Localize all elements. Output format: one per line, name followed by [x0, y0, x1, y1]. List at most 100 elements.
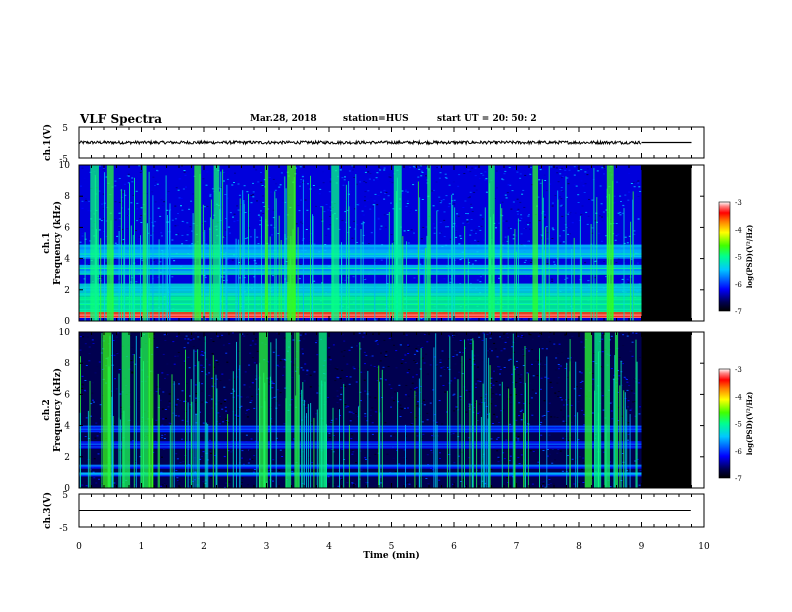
noise-pixel	[470, 463, 473, 465]
noise-pixel	[115, 336, 118, 338]
noise-pixel	[439, 234, 442, 236]
noise-pixel	[102, 218, 105, 220]
noise-pixel	[358, 261, 361, 263]
noise-pixel	[596, 170, 599, 172]
noise-pixel	[272, 209, 275, 211]
noise-pixel	[620, 362, 623, 364]
noise-pixel	[444, 173, 447, 175]
noise-pixel	[539, 182, 542, 184]
noise-pixel	[522, 365, 525, 366]
noise-pixel	[84, 436, 87, 437]
noise-pixel	[304, 363, 307, 365]
noise-pixel	[246, 237, 249, 239]
noise-pixel	[517, 335, 520, 337]
noise-pixel	[448, 203, 451, 205]
sferic-line	[226, 184, 228, 321]
noise-pixel	[376, 380, 379, 382]
noise-pixel	[438, 479, 441, 481]
noise-pixel	[349, 376, 352, 378]
noise-pixel	[601, 367, 604, 368]
noise-pixel	[382, 366, 385, 368]
noise-pixel	[87, 210, 90, 212]
noise-pixel	[592, 333, 595, 335]
sferic-line	[306, 413, 307, 488]
noise-pixel	[497, 437, 500, 439]
noise-pixel	[600, 436, 603, 438]
noise-pixel	[430, 449, 433, 451]
sferic-line	[629, 414, 631, 488]
noise-pixel	[519, 220, 522, 222]
noise-pixel	[246, 396, 249, 398]
noise-pixel	[514, 341, 516, 343]
noise-pixel	[418, 168, 421, 170]
noise-pixel	[236, 220, 239, 222]
noise-pixel	[495, 227, 497, 229]
noise-pixel	[277, 233, 280, 234]
sferic-line	[623, 208, 625, 321]
band-line	[79, 308, 642, 310]
noise-pixel	[204, 276, 207, 278]
noise-pixel	[252, 196, 255, 198]
noise-pixel	[401, 359, 404, 361]
noise-pixel	[491, 350, 493, 352]
noise-pixel	[403, 407, 406, 409]
noise-pixel	[462, 222, 465, 224]
noise-pixel	[591, 373, 594, 374]
noise-pixel	[242, 373, 245, 375]
noise-pixel	[122, 191, 125, 193]
y-axis-label: Frequency (kHz)	[52, 201, 63, 285]
noise-pixel	[447, 206, 450, 208]
noise-pixel	[455, 333, 458, 335]
noise-pixel	[468, 262, 471, 264]
noise-pixel	[255, 169, 258, 171]
noise-pixel	[348, 226, 351, 228]
noise-pixel	[539, 332, 542, 334]
noise-pixel	[485, 191, 488, 193]
noise-pixel	[329, 178, 332, 180]
noise-pixel	[478, 177, 481, 179]
noise-pixel	[455, 406, 458, 408]
noise-pixel	[220, 275, 223, 277]
noise-pixel	[368, 457, 371, 459]
sferic-line	[360, 229, 362, 321]
noise-pixel	[152, 176, 155, 178]
noise-pixel	[222, 276, 225, 278]
noise-pixel	[374, 453, 377, 455]
noise-pixel	[348, 170, 351, 172]
noise-pixel	[129, 335, 132, 337]
noise-pixel	[406, 203, 409, 204]
noise-pixel	[364, 278, 367, 280]
noise-pixel	[630, 416, 633, 418]
noise-pixel	[572, 361, 575, 363]
noise-pixel	[127, 175, 130, 177]
noise-pixel	[93, 477, 96, 479]
noise-pixel	[438, 166, 440, 168]
noise-pixel	[500, 350, 503, 352]
noise-pixel	[401, 193, 404, 195]
noise-pixel	[190, 338, 193, 339]
sferic-line	[577, 412, 579, 488]
noise-pixel	[486, 333, 489, 335]
noise-pixel	[571, 458, 574, 460]
noise-pixel	[512, 201, 515, 203]
noise-pixel	[537, 408, 540, 409]
noise-pixel	[251, 458, 254, 460]
noise-pixel	[136, 202, 139, 204]
noise-pixel	[383, 214, 386, 216]
noise-pixel	[523, 206, 526, 208]
noise-pixel	[623, 242, 626, 244]
band-line	[79, 297, 642, 299]
noise-pixel	[545, 226, 548, 228]
noise-pixel	[200, 354, 203, 356]
noise-pixel	[114, 185, 117, 187]
noise-pixel	[160, 232, 163, 234]
sferic-line	[236, 341, 237, 488]
noise-pixel	[613, 202, 616, 204]
noise-pixel	[105, 235, 108, 237]
noise-pixel	[517, 213, 519, 215]
noise-pixel	[486, 413, 489, 415]
noise-pixel	[183, 400, 186, 402]
noise-pixel	[541, 485, 544, 487]
noise-pixel	[500, 410, 503, 412]
noise-pixel	[302, 369, 305, 371]
